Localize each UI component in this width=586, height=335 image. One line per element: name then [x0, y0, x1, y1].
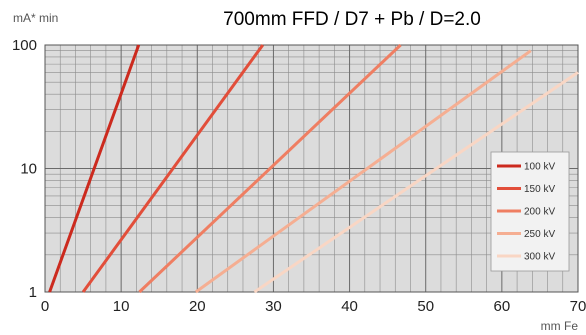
series-line-300-kv — [253, 71, 579, 294]
x-tick-label: 50 — [417, 298, 434, 315]
y-tick-label: 100 — [12, 37, 37, 54]
legend: 100 kV 150 kV 200 kV 250 kV 300 kV — [490, 151, 570, 272]
chart-title: 700mm FFD / D7 + Pb / D=2.0 — [223, 9, 481, 30]
legend-label: 250 kV — [524, 229, 555, 240]
y-tick-label: 10 — [20, 161, 37, 178]
series-layer — [48, 43, 579, 294]
x-tick-label: 40 — [341, 298, 358, 315]
legend-label: 200 kV — [524, 207, 555, 218]
legend-label: 150 kV — [524, 184, 555, 195]
x-tick-label: 60 — [494, 298, 511, 315]
x-tick-label: 70 — [570, 298, 586, 315]
legend-label: 100 kV — [524, 162, 555, 173]
y-axis-label: mA* min — [13, 11, 58, 25]
y-tick-label: 1 — [29, 284, 37, 301]
series-line-100-kv — [48, 44, 141, 293]
x-tick-label: 20 — [189, 298, 206, 315]
series-line-150-kv — [81, 44, 265, 293]
tick-labels: 0 10 20 30 40 50 60 70 1 10 100 — [12, 37, 586, 315]
x-tick-label: 0 — [41, 298, 49, 315]
x-axis-label: mm Fe — [541, 319, 579, 333]
legend-label: 300 kV — [524, 252, 555, 263]
major-grid — [45, 45, 578, 292]
legend-items: 100 kV 150 kV 200 kV 250 kV 300 kV — [497, 162, 555, 263]
series-line-250-kv — [194, 49, 532, 294]
plot-frame — [44, 44, 579, 293]
series-line-200-kv — [138, 43, 402, 294]
x-tick-label: 30 — [265, 298, 282, 315]
x-tick-label: 10 — [113, 298, 130, 315]
